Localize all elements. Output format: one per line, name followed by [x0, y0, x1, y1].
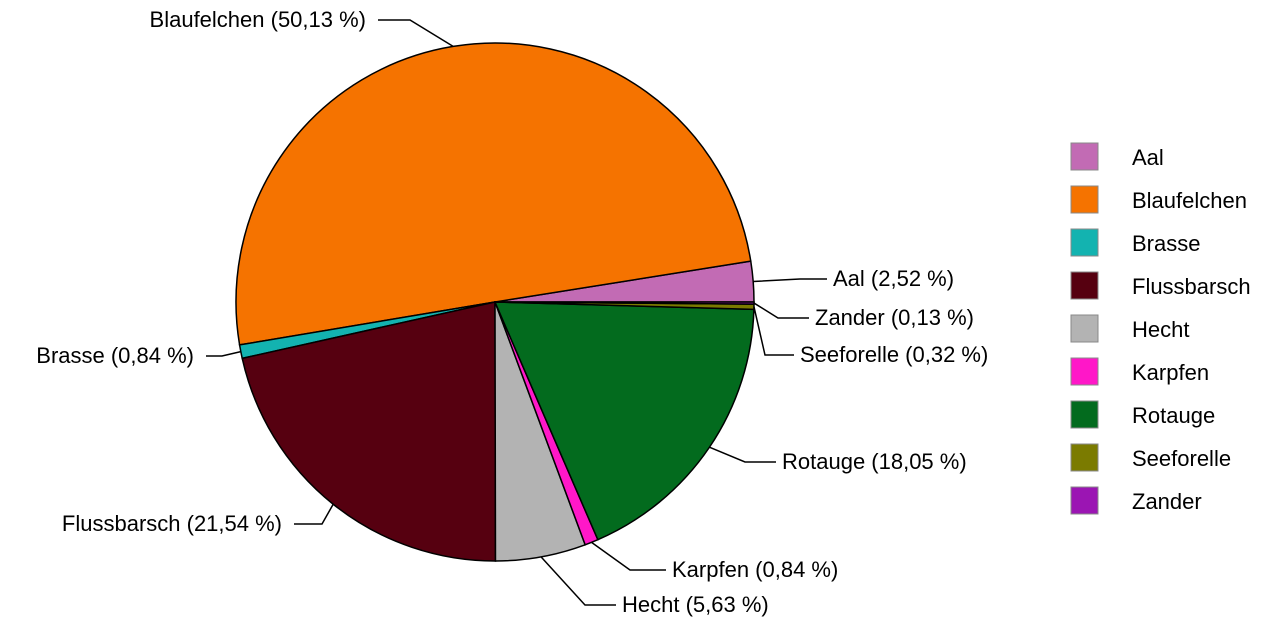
leader-line	[540, 556, 616, 606]
legend-label: Zander	[1132, 489, 1202, 514]
legend-label: Aal	[1132, 145, 1164, 170]
legend-label: Seeforelle	[1132, 446, 1231, 471]
pie-slice	[241, 301, 497, 562]
slice-label: Blaufelchen (50,13 %)	[150, 7, 366, 32]
slice-label: Rotauge (18,05 %)	[782, 449, 967, 474]
slice-label: Hecht (5,63 %)	[622, 592, 769, 617]
slice-label: Flussbarsch (21,54 %)	[62, 511, 282, 536]
legend-label: Blaufelchen	[1132, 188, 1247, 213]
pie-slice	[494, 301, 755, 305]
legend-swatch	[1070, 357, 1099, 386]
legend-swatch	[1070, 142, 1099, 171]
legend-swatch	[1070, 228, 1099, 257]
leader-line	[753, 302, 809, 319]
slice-label: Seeforelle (0,32 %)	[800, 342, 988, 367]
pie-slice	[235, 42, 752, 346]
legend-swatch	[1070, 400, 1099, 429]
leader-line	[378, 19, 454, 48]
leader-line	[709, 446, 776, 463]
legend-swatch	[1070, 271, 1099, 300]
legend-label: Hecht	[1132, 317, 1189, 342]
leader-line	[753, 278, 827, 283]
leader-line	[294, 503, 334, 525]
slice-label: Zander (0,13 %)	[815, 305, 974, 330]
legend-swatch	[1070, 486, 1099, 515]
legend-label: Brasse	[1132, 231, 1200, 256]
legend-label: Flussbarsch	[1132, 274, 1251, 299]
slice-label: Karpfen (0,84 %)	[672, 557, 838, 582]
slice-label: Aal (2,52 %)	[833, 266, 954, 291]
legend-label: Rotauge	[1132, 403, 1215, 428]
legend-swatch	[1070, 314, 1099, 343]
leader-line	[206, 350, 241, 357]
legend-label: Karpfen	[1132, 360, 1209, 385]
leader-line	[591, 541, 666, 571]
slice-label: Brasse (0,84 %)	[36, 343, 194, 368]
leader-line	[753, 306, 794, 356]
legend-swatch	[1070, 443, 1099, 472]
pie-slice	[493, 301, 755, 541]
legend-swatch	[1070, 185, 1099, 214]
